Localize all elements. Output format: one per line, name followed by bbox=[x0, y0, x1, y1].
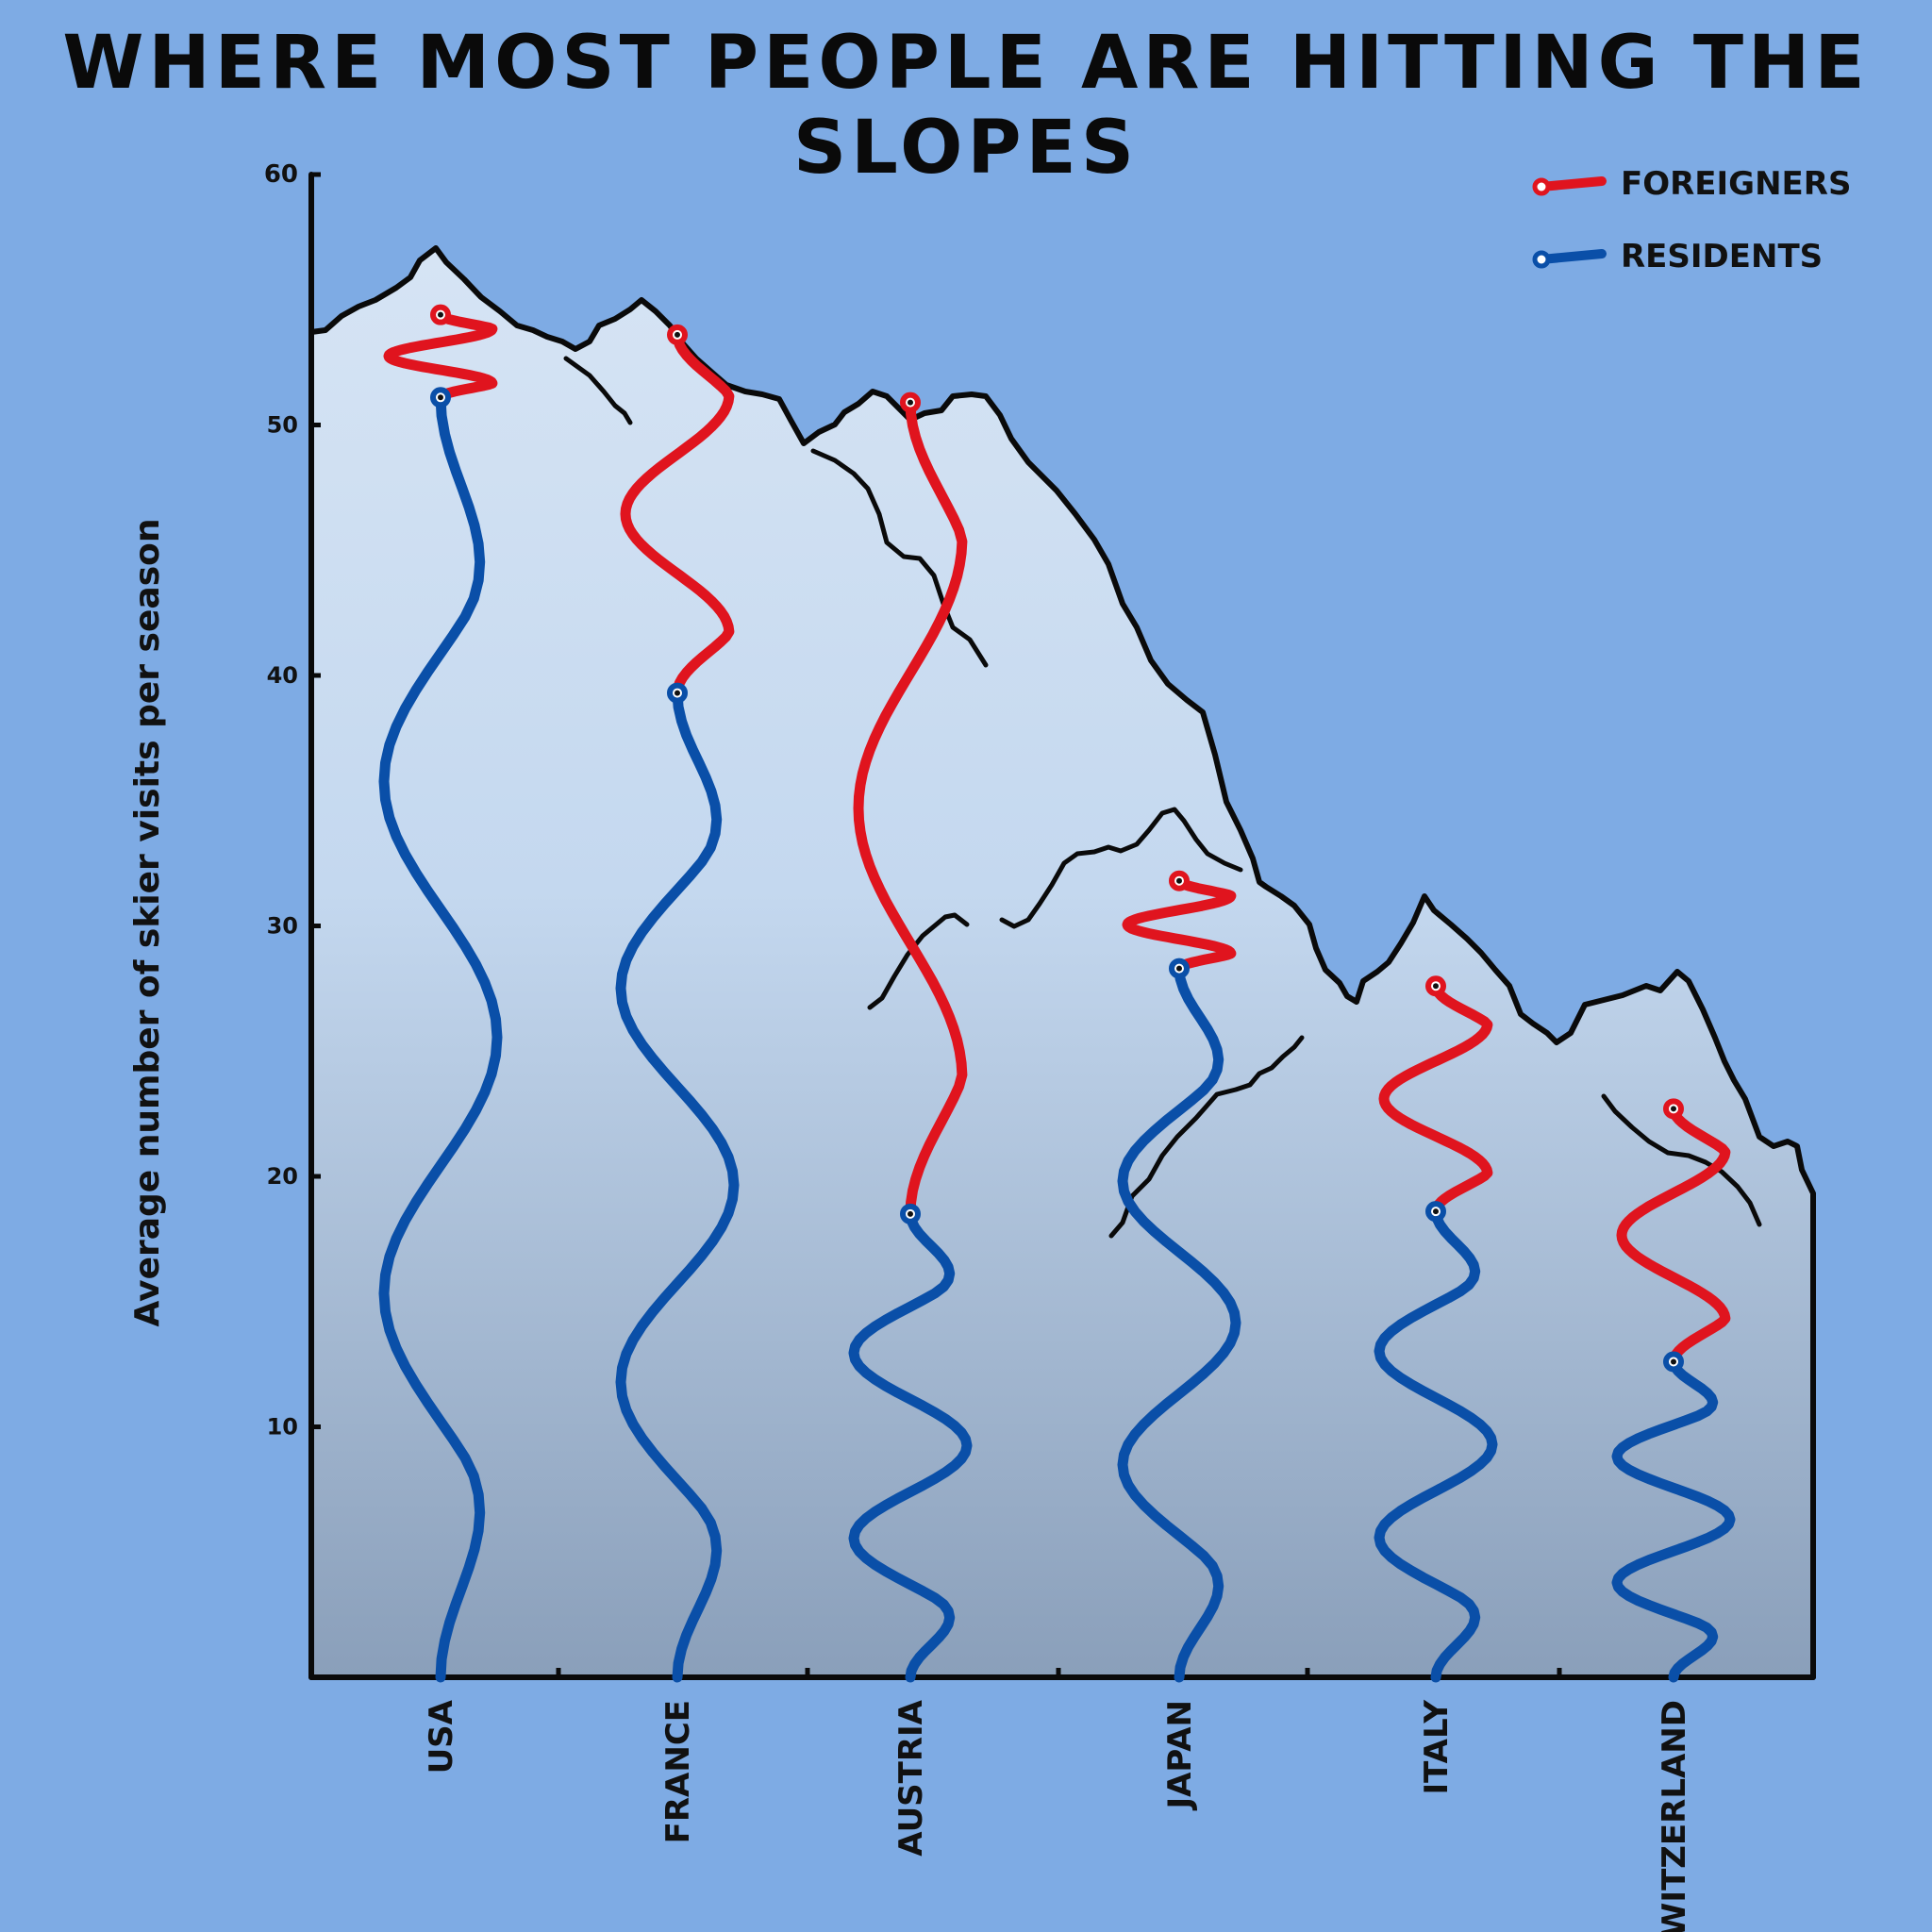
foreigners-point-dot bbox=[675, 331, 680, 338]
category-label: AUSTRIA bbox=[892, 1699, 930, 1856]
residents-line-france bbox=[615, 688, 740, 1683]
legend: FOREIGNERS RESIDENTS bbox=[1532, 165, 1851, 275]
residents-point-dot bbox=[908, 1210, 913, 1217]
category-label: USA bbox=[423, 1699, 460, 1774]
legend-line-foreigners bbox=[1537, 176, 1607, 192]
residents-line-switzerland bbox=[1611, 1357, 1736, 1683]
y-axis-label: Average number of skier visits per seaso… bbox=[128, 519, 167, 1327]
foreigners-point-dot bbox=[1671, 1106, 1676, 1112]
residents-point-dot bbox=[1671, 1358, 1676, 1365]
legend-marker bbox=[1532, 250, 1551, 269]
foreigners-line-italy bbox=[1378, 980, 1493, 1217]
residents-line-austria bbox=[848, 1208, 973, 1683]
y-tick-label: 60 bbox=[264, 160, 298, 189]
foreigners-line-switzerland bbox=[1616, 1103, 1731, 1367]
y-tick-label: 30 bbox=[267, 913, 298, 940]
residents-line-japan bbox=[1117, 963, 1241, 1683]
category-label: SWITZERLAND bbox=[1656, 1700, 1693, 1932]
foreigners-point-dot bbox=[908, 399, 913, 406]
mountain-ridge bbox=[308, 245, 1816, 1680]
y-tick-label: 10 bbox=[267, 1414, 298, 1441]
y-tick-label: 20 bbox=[267, 1163, 298, 1190]
legend-marker bbox=[1532, 177, 1551, 196]
residents-point-dot bbox=[1176, 965, 1182, 972]
foreigners-line-france bbox=[620, 329, 735, 699]
category-label: FRANCE bbox=[659, 1700, 697, 1843]
foreigners-point-dot bbox=[438, 311, 443, 318]
legend-label-residents: RESIDENTS bbox=[1621, 238, 1823, 275]
residents-point-dot bbox=[675, 690, 680, 696]
y-tick-label: 50 bbox=[267, 412, 298, 439]
foreigners-point-dot bbox=[1433, 983, 1439, 990]
residents-point-dot bbox=[438, 394, 443, 401]
axis-layer: 10 20 30 40 50 60 bbox=[264, 160, 1816, 1680]
legend-line-residents bbox=[1537, 249, 1607, 264]
chart-title: WHERE MOST PEOPLE ARE HITTING THE SLOPES bbox=[62, 21, 1870, 191]
legend-label-foreigners: FOREIGNERS bbox=[1621, 165, 1851, 203]
y-tick-label: 40 bbox=[267, 662, 298, 689]
category-label: JAPAN bbox=[1161, 1700, 1199, 1811]
foreigners-line-usa bbox=[383, 309, 498, 403]
foreigners-point-dot bbox=[1176, 877, 1182, 884]
residents-line-italy bbox=[1374, 1206, 1498, 1683]
mountain-crevices bbox=[563, 356, 1762, 1239]
foreigners-line-austria bbox=[853, 397, 968, 1220]
category-label: ITALY bbox=[1418, 1700, 1456, 1795]
series-layer bbox=[378, 304, 1736, 1683]
residents-point-dot bbox=[1433, 1208, 1439, 1215]
mountain-fill bbox=[311, 248, 1813, 1677]
foreigners-line-japan bbox=[1122, 875, 1237, 974]
residents-line-usa bbox=[378, 391, 503, 1683]
labels-layer: Average number of skier visits per seaso… bbox=[128, 519, 1693, 1932]
